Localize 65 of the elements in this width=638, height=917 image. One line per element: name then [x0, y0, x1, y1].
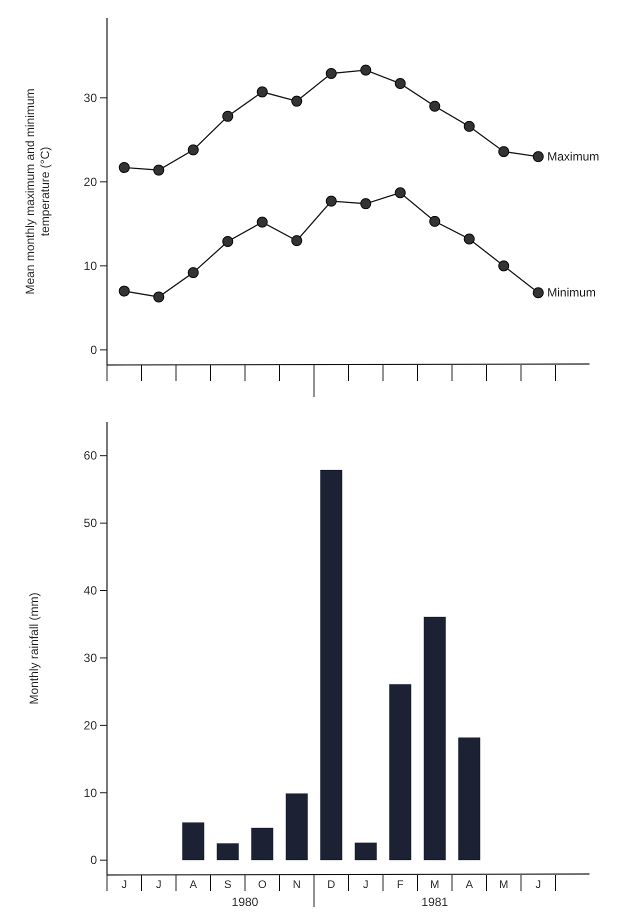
point: [429, 216, 440, 227]
point: [360, 198, 372, 210]
series-label: Minimum: [547, 286, 596, 300]
x-tick-label: F: [396, 879, 404, 891]
y-tick-label: 20: [84, 174, 98, 189]
point: [498, 260, 510, 272]
y-tick-label: 30: [84, 650, 98, 665]
point: [498, 146, 510, 158]
y-tick-label: 30: [84, 90, 98, 105]
text: 1980: [232, 895, 259, 909]
x-tick-label: J: [156, 879, 162, 891]
point: [429, 100, 440, 112]
x-tick-label: A: [190, 879, 198, 891]
point: [118, 286, 130, 297]
x-tick-label: D: [327, 879, 336, 891]
point: [222, 236, 234, 247]
y-axis-title: Monthly rainfall (mm): [27, 592, 41, 705]
y-tick-label: 60: [84, 448, 98, 463]
y-tick-label: 0: [90, 853, 98, 868]
y-tick-label: 50: [84, 516, 98, 530]
bar: [458, 737, 480, 860]
x-tick-label: M: [499, 879, 508, 891]
y-tick-label: 40: [84, 584, 98, 598]
point: [326, 196, 337, 207]
bar: [354, 842, 377, 860]
series-label: Maximum: [547, 150, 600, 164]
point: [394, 187, 406, 198]
bar: [251, 828, 274, 860]
point: [188, 267, 199, 278]
y-axis-title: Mean monthly maximum and minimum temperature (°C): [23, 88, 52, 295]
bar: [424, 616, 446, 860]
x-tick-label: A: [466, 879, 474, 891]
point: [394, 78, 406, 90]
point: [464, 120, 475, 132]
text: 1981: [421, 895, 448, 909]
point: [256, 86, 268, 98]
point: [188, 144, 199, 156]
point: [118, 162, 130, 174]
bar: [216, 843, 239, 860]
point: [153, 291, 164, 302]
x-tick-label: O: [258, 879, 267, 891]
point: [291, 235, 302, 246]
x-tick-label: J: [363, 879, 368, 891]
y-tick-label: 0: [90, 342, 98, 357]
bar: [286, 793, 308, 860]
y-tick-label: 10: [84, 258, 98, 273]
point: [464, 233, 475, 244]
x-tick-label: S: [224, 879, 232, 891]
point: [153, 164, 164, 176]
x-tick-label: J: [122, 879, 127, 891]
point: [291, 96, 302, 107]
point: [222, 110, 234, 122]
bar: [320, 470, 342, 860]
point: [326, 68, 337, 79]
bar: [182, 822, 204, 860]
point: [256, 216, 268, 228]
bar: [389, 684, 412, 860]
x-tick-label: J: [536, 879, 541, 891]
point: [532, 287, 544, 298]
y-tick-label: 10: [84, 786, 98, 800]
point: [360, 64, 372, 76]
x-tick-label: N: [292, 879, 301, 891]
x-tick-label: M: [430, 879, 440, 891]
y-tick-label: 20: [84, 718, 98, 732]
point: [532, 151, 544, 162]
